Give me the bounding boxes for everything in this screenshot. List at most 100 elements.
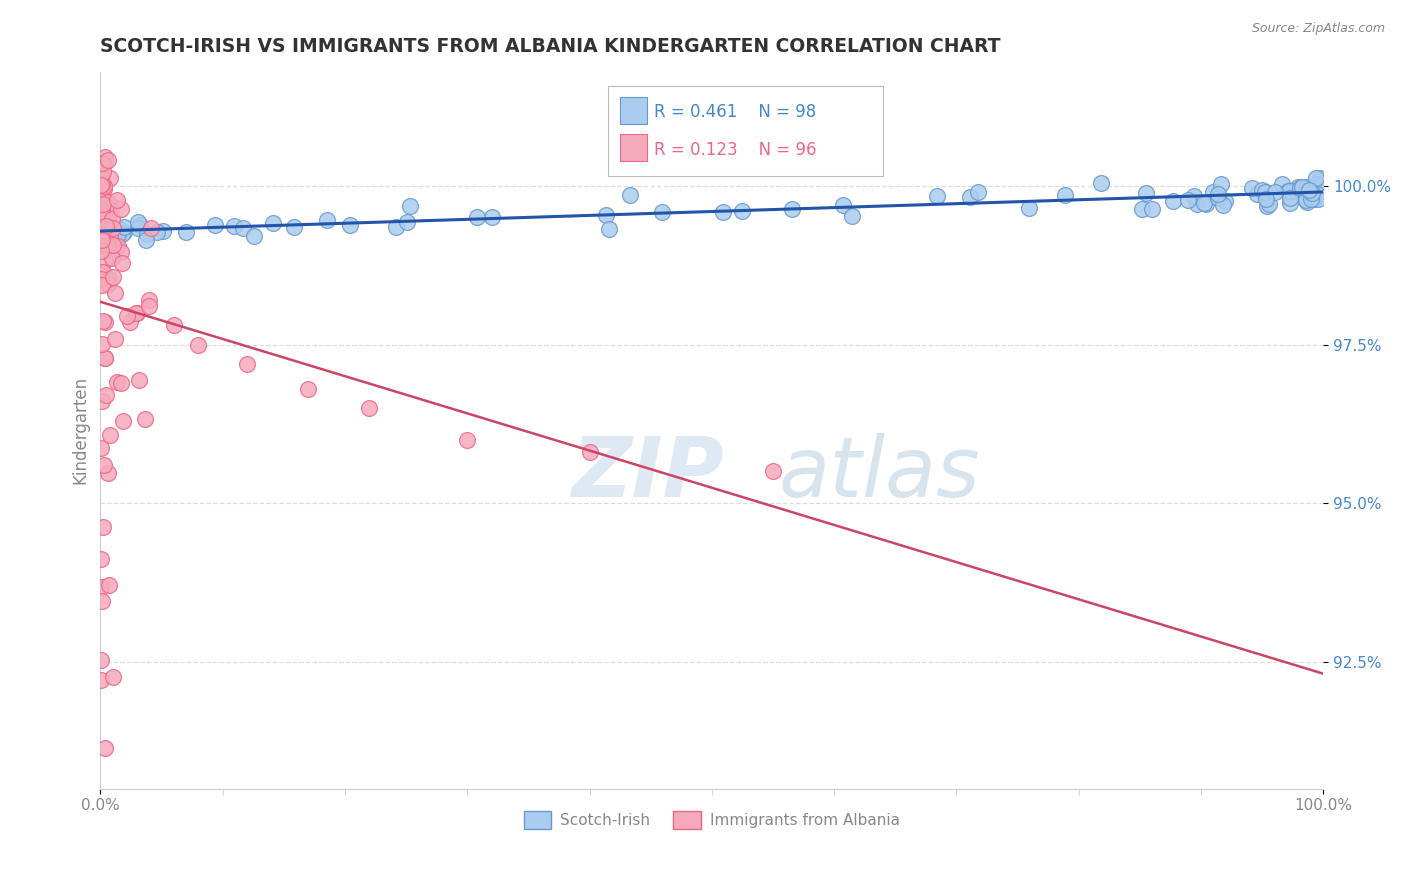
Point xyxy=(966,186,988,200)
Text: SCOTCH-IRISH VS IMMIGRANTS FROM ALBANIA KINDERGARTEN CORRELATION CHART: SCOTCH-IRISH VS IMMIGRANTS FROM ALBANIA … xyxy=(100,37,1001,56)
Point xyxy=(1090,176,1112,190)
Point xyxy=(91,520,114,534)
Point xyxy=(90,552,112,566)
Point xyxy=(1299,192,1322,206)
Point xyxy=(925,188,948,202)
Point xyxy=(832,198,855,212)
Point xyxy=(97,199,120,213)
Point xyxy=(91,196,114,211)
Point xyxy=(396,215,419,229)
Point xyxy=(339,218,361,232)
Point xyxy=(595,208,617,222)
Text: atlas: atlas xyxy=(779,433,981,514)
Point xyxy=(91,336,114,351)
Point xyxy=(101,251,124,265)
FancyBboxPatch shape xyxy=(607,87,883,176)
Point xyxy=(1286,180,1309,194)
Point xyxy=(1295,179,1317,194)
Point xyxy=(96,220,118,235)
Point xyxy=(297,382,319,396)
Point xyxy=(598,222,620,236)
Point xyxy=(762,464,785,478)
Point xyxy=(111,227,134,241)
Point xyxy=(94,150,117,164)
Point xyxy=(1054,187,1077,202)
Point xyxy=(115,309,138,323)
Point xyxy=(91,165,114,179)
Text: R = 0.123    N = 96: R = 0.123 N = 96 xyxy=(654,141,817,160)
Point xyxy=(152,224,174,238)
Point xyxy=(118,315,141,329)
Point xyxy=(97,206,120,220)
Point xyxy=(91,211,114,226)
Point xyxy=(456,433,478,447)
Text: Source: ZipAtlas.com: Source: ZipAtlas.com xyxy=(1251,22,1385,36)
Point xyxy=(101,670,124,684)
Point xyxy=(98,272,121,286)
Point xyxy=(731,203,754,218)
Point xyxy=(94,351,117,365)
Point xyxy=(94,388,117,402)
Point xyxy=(1289,181,1312,195)
Point xyxy=(93,223,115,237)
Point xyxy=(1301,186,1323,201)
Point xyxy=(1140,202,1163,217)
Point xyxy=(93,458,115,472)
Point xyxy=(96,225,118,239)
Point xyxy=(135,233,157,247)
Point xyxy=(1298,183,1320,197)
Point xyxy=(1182,188,1205,202)
Point xyxy=(1302,191,1324,205)
Point xyxy=(105,229,128,244)
Point xyxy=(93,157,115,171)
Point xyxy=(1271,177,1294,191)
Point xyxy=(236,357,259,371)
Point xyxy=(1135,186,1157,201)
Point xyxy=(91,234,114,248)
Point xyxy=(91,313,114,327)
Point xyxy=(110,245,132,260)
Point xyxy=(90,204,112,219)
Point xyxy=(96,238,118,252)
Point xyxy=(90,266,112,280)
Point xyxy=(90,269,112,284)
Point xyxy=(1206,186,1229,201)
Point xyxy=(101,237,124,252)
Point xyxy=(1279,191,1302,205)
Point xyxy=(1163,194,1185,209)
Point xyxy=(127,221,149,235)
Point xyxy=(398,199,420,213)
Point xyxy=(128,373,150,387)
Point xyxy=(134,411,156,425)
Point xyxy=(97,466,120,480)
Point xyxy=(94,351,117,365)
Point xyxy=(112,220,135,235)
Point xyxy=(94,252,117,267)
Point xyxy=(97,215,120,229)
Point xyxy=(100,222,122,236)
Text: ZIP: ZIP xyxy=(571,433,724,514)
Point xyxy=(619,188,641,202)
Point xyxy=(91,233,114,247)
Point xyxy=(97,201,120,215)
Point xyxy=(127,215,149,229)
Point xyxy=(107,239,129,253)
Point xyxy=(243,229,266,244)
Point xyxy=(101,211,124,226)
Point xyxy=(91,594,114,608)
Point xyxy=(110,256,132,270)
Point xyxy=(1130,202,1153,216)
Point xyxy=(110,376,132,391)
Point xyxy=(91,216,114,230)
Point xyxy=(90,673,112,688)
Point xyxy=(98,170,121,185)
Point xyxy=(91,198,114,212)
Point xyxy=(1192,196,1215,211)
Point xyxy=(711,205,734,219)
Bar xyxy=(620,134,647,161)
Point xyxy=(187,337,209,351)
Point xyxy=(385,220,408,235)
Point xyxy=(94,314,117,328)
Point xyxy=(1206,191,1229,205)
Point xyxy=(125,305,148,319)
